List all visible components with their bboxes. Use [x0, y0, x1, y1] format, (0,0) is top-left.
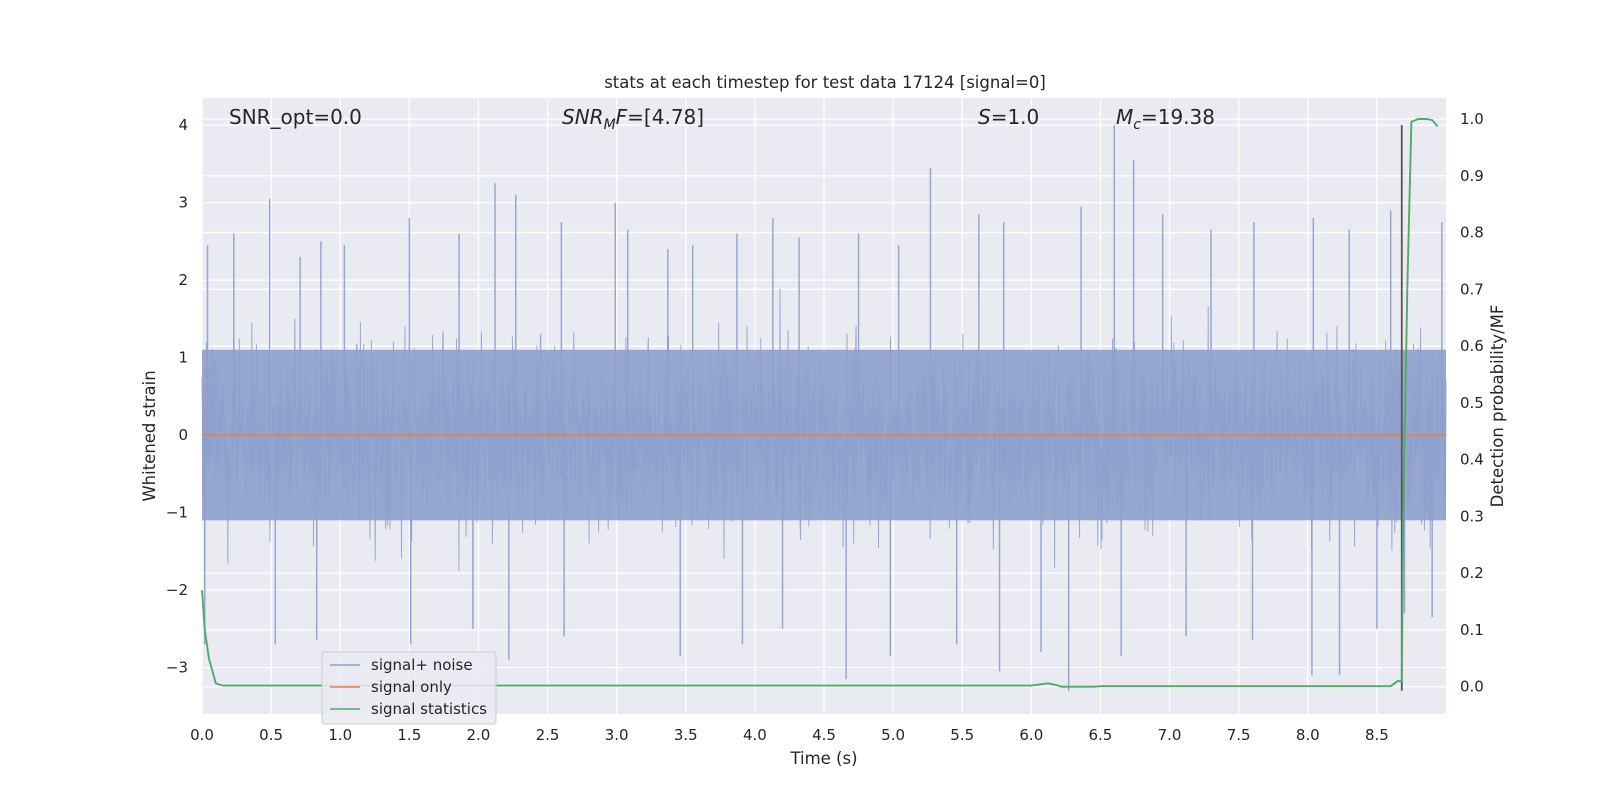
y-tick-label-right: 0.9	[1460, 167, 1484, 185]
snr-mf-annotation: SNRMF=[4.78]	[562, 105, 704, 133]
y-tick-label-right: 0.4	[1460, 451, 1484, 469]
x-tick-label: 0.5	[259, 726, 283, 744]
legend-box	[321, 651, 497, 725]
x-tick-label: 3.0	[605, 726, 629, 744]
x-tick-label: 2.5	[536, 726, 560, 744]
legend-label-signal-only: signal only	[371, 678, 452, 696]
line-series	[201, 118, 1446, 691]
y-tick-label-right: 0.2	[1460, 564, 1484, 582]
x-tick-label: 8.0	[1296, 726, 1320, 744]
s-annotation: S=1.0	[978, 105, 1039, 129]
x-tick-label: 8.5	[1365, 726, 1389, 744]
y-tick-label-right: 0.1	[1460, 621, 1484, 639]
y-tick-label-right: 0.6	[1460, 337, 1484, 355]
x-tick-label: 3.5	[674, 726, 698, 744]
y-tick-label-right: 0.7	[1460, 280, 1484, 298]
mc-annotation: Mc=19.38	[1116, 105, 1215, 133]
snr-opt-annotation: SNR_opt=0.0	[229, 105, 362, 129]
y-tick-label-left: 4	[178, 116, 188, 134]
y-axis-label-left: Whitened strain	[140, 370, 159, 501]
x-tick-label: 1.5	[397, 726, 421, 744]
y-tick-label-left: −1	[166, 504, 188, 522]
y-tick-label-left: 2	[178, 271, 188, 289]
legend-label-signal-noise: signal+ noise	[371, 656, 473, 674]
y-tick-label-right: 1.0	[1460, 110, 1484, 128]
chart-title: stats at each timestep for test data 171…	[604, 73, 1046, 92]
y-tick-label-left: −3	[166, 659, 188, 677]
y-tick-label-right: 0.5	[1460, 394, 1484, 412]
y-tick-label-right: 0.0	[1460, 678, 1484, 696]
x-tick-label: 5.0	[881, 726, 905, 744]
legend-label-signal-statistics: signal statistics	[371, 700, 487, 718]
x-tick-label: 5.5	[950, 726, 974, 744]
legend: signal+ noise signal only signal statist…	[321, 651, 497, 725]
x-tick-label: 0.0	[190, 726, 214, 744]
x-tick-label: 2.0	[467, 726, 491, 744]
x-tick-label: 4.5	[812, 726, 836, 744]
signal-statistics-line	[201, 118, 1439, 688]
y-tick-label-left: 1	[178, 349, 188, 367]
y-tick-label-left: 0	[178, 426, 188, 444]
x-tick-label: 6.5	[1089, 726, 1113, 744]
y-axis-label-right: Detection probability/MF	[1488, 305, 1507, 508]
y-tick-label-left: 3	[178, 194, 188, 212]
y-tick-label-right: 0.3	[1460, 507, 1484, 525]
y-tick-label-left: −2	[166, 581, 188, 599]
x-tick-label: 1.0	[328, 726, 352, 744]
x-tick-label: 6.0	[1019, 726, 1043, 744]
y-tick-label-right: 0.8	[1460, 224, 1484, 242]
x-tick-label: 4.0	[743, 726, 767, 744]
x-tick-label: 7.5	[1227, 726, 1251, 744]
tick-labels: 0.0 0.5 1.0 1.5 2.0 2.5 3.0 3.5 4.0 4.5 5.0 5.5 6.0 6…	[166, 110, 1484, 744]
x-tick-label: 7.0	[1158, 726, 1182, 744]
x-axis-label: Time (s)	[789, 749, 857, 768]
